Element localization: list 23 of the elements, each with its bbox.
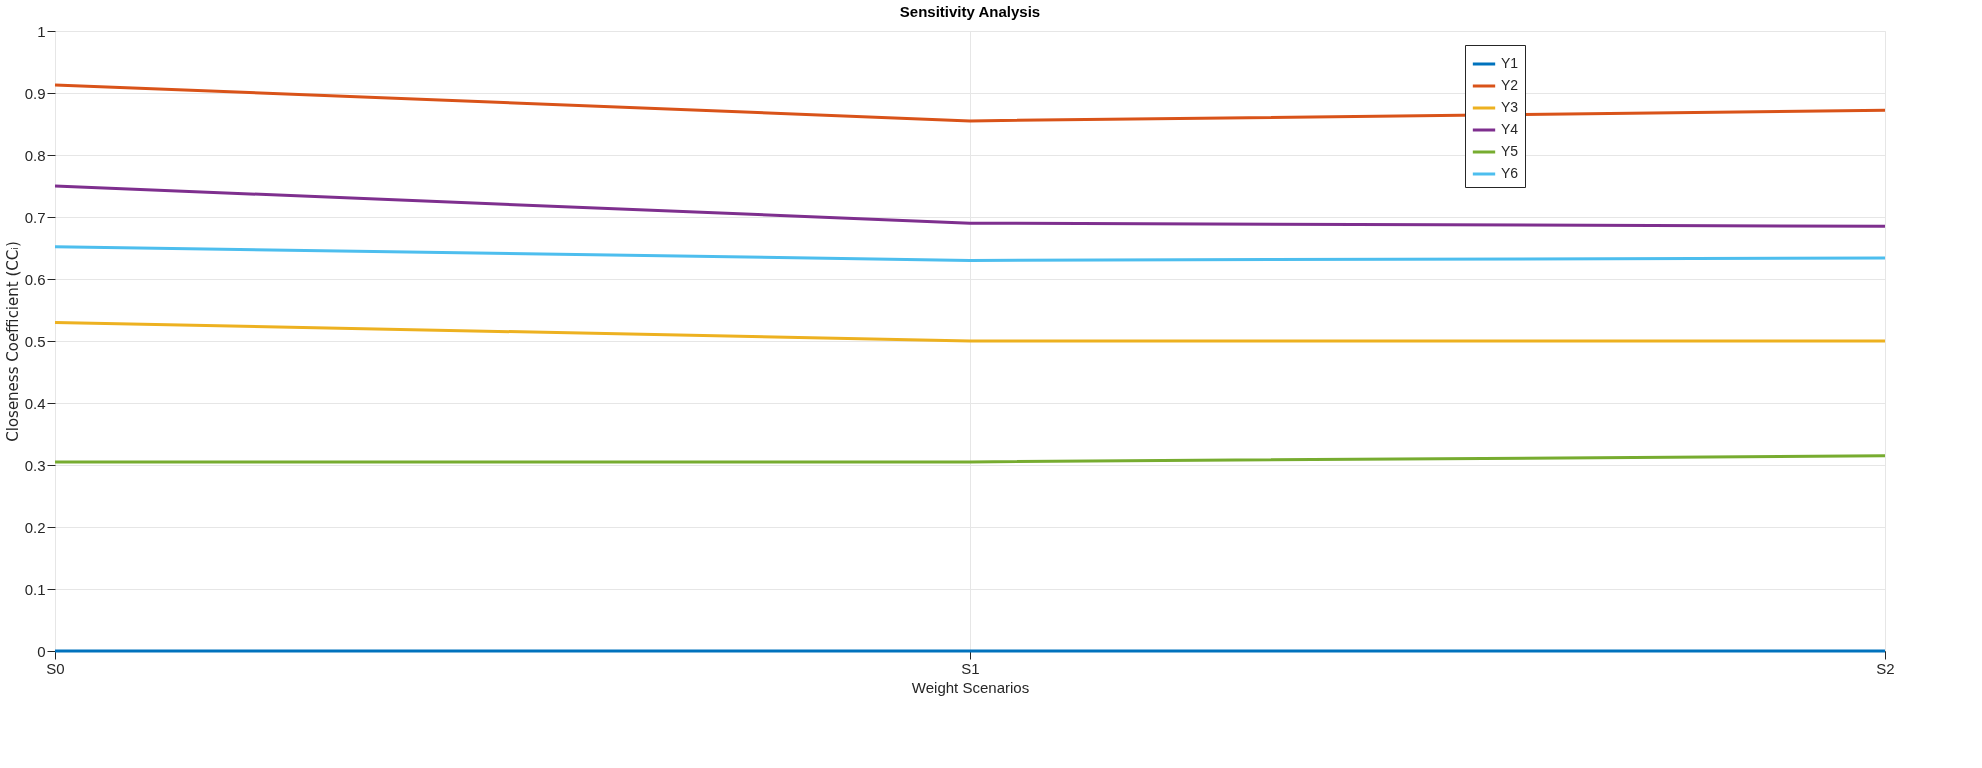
x-tick-label: S1 [961, 659, 980, 677]
y-tick-label: 1 [37, 22, 46, 40]
x-axis-title: Weight Scenarios [911, 678, 1030, 696]
legend-label: Y6 [1501, 165, 1519, 181]
y-tick-label: 0.2 [24, 518, 46, 536]
y-tick-label: 0.9 [24, 84, 46, 102]
x-tick-label: S2 [1876, 659, 1895, 677]
legend-label: Y2 [1501, 77, 1519, 93]
legend-label: Y3 [1501, 99, 1519, 115]
y-tick-label: 0.7 [24, 208, 46, 226]
y-tick-label: 0.6 [24, 270, 46, 288]
legend-label: Y5 [1501, 143, 1519, 159]
y-tick-label: 0.8 [24, 146, 46, 164]
chart-title: Sensitivity Analysis [899, 3, 1041, 20]
x-tick-label: S0 [46, 659, 65, 677]
y-tick-label: 0.4 [24, 394, 46, 412]
legend-label: Y4 [1501, 121, 1519, 137]
y-tick-label: 0.5 [24, 332, 46, 350]
y-tick-label: 0.1 [24, 580, 46, 598]
y-tick-label: 0 [37, 642, 46, 660]
legend-label: Y1 [1501, 55, 1519, 71]
y-axis-title: Closeness Coefficient (CCᵢ) [3, 241, 22, 442]
y-tick-label: 0.3 [24, 456, 46, 474]
